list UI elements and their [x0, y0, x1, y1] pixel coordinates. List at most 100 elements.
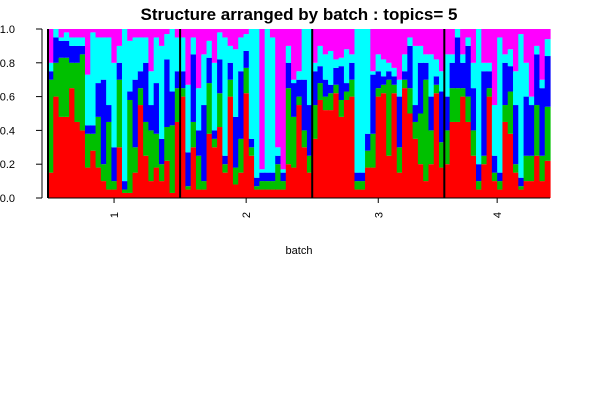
bar-segment-75-topic-2	[439, 142, 445, 168]
bar-segment-47-topic-5	[291, 29, 297, 80]
bar-segment-70-topic-2	[412, 121, 419, 139]
bar-segment-67-topic-1	[396, 172, 403, 198]
bar-segment-14-topic-5	[116, 29, 123, 46]
bar-segment-18-topic-1	[137, 105, 144, 198]
bar-segment-26-topic-5	[180, 29, 186, 38]
bar-segment-86-topic-1	[497, 189, 504, 198]
bar-segment-9-topic-2	[90, 133, 97, 151]
bar-segment-42-topic-1	[264, 189, 271, 198]
bar-segment-9-topic-1	[90, 150, 97, 198]
bar-segment-10-topic-3	[95, 83, 102, 117]
bar-segment-89-topic-2	[513, 164, 519, 173]
bar-segment-37-topic-1	[238, 172, 245, 198]
bar-segment-76-topic-2	[444, 130, 451, 165]
bar-segment-26-topic-4	[180, 37, 186, 72]
bar-segment-23-topic-5	[164, 29, 171, 35]
bar-segment-44-topic-4	[275, 147, 282, 156]
bar-segment-82-topic-2	[476, 181, 482, 190]
bar-segment-72-topic-1	[423, 181, 430, 198]
bar-segment-16-topic-3	[127, 91, 134, 100]
bar-segment-88-topic-2	[507, 91, 514, 134]
bar-segment-11-topic-1	[100, 181, 107, 198]
bar-segment-86-topic-2	[497, 181, 504, 190]
bar-segment-17-topic-3	[132, 79, 139, 148]
bar-segment-19-topic-4	[143, 37, 149, 63]
bar-segment-21-topic-5	[153, 29, 160, 38]
bar-segment-41-topic-3	[259, 172, 266, 182]
bar-segment-35-topic-4	[227, 45, 234, 63]
bar-segment-77-topic-4	[449, 54, 456, 63]
bar-segment-59-topic-3	[354, 172, 361, 182]
bar-segment-31-topic-5	[206, 29, 213, 41]
bar-segment-71-topic-4	[417, 45, 424, 63]
bar-segment-9-topic-5	[90, 29, 97, 33]
y-tick-label-4: 0.8	[0, 58, 15, 70]
bar-segment-95-topic-4	[544, 39, 551, 57]
bar-segment-57-topic-2	[343, 91, 350, 100]
bar-segment-82-topic-1	[476, 189, 482, 198]
bar-segment-5-topic-5	[69, 29, 76, 38]
bar-segment-13-topic-3	[111, 147, 118, 182]
y-tick-label-0: 0.0	[0, 193, 15, 205]
bar-segment-81-topic-2	[470, 130, 477, 156]
bar-segment-55-topic-2	[333, 84, 340, 94]
bar-segment-7-topic-1	[79, 130, 86, 198]
bar-segment-64-topic-2	[380, 84, 387, 94]
bar-segment-11-topic-4	[100, 37, 107, 80]
bar-segment-12-topic-2	[106, 121, 113, 190]
bar-segment-69-topic-1	[407, 113, 414, 198]
bar-segment-65-topic-5	[386, 29, 393, 63]
bar-segment-25-topic-5	[174, 29, 181, 38]
bar-segment-32-topic-4	[211, 62, 218, 131]
bar-segment-17-topic-5	[132, 29, 139, 38]
bar-segment-80-topic-2	[465, 96, 472, 122]
bar-segment-4-topic-4	[63, 32, 70, 41]
bar-segment-92-topic-3	[528, 105, 535, 156]
bar-segment-84-topic-5	[486, 29, 493, 63]
bar-segment-56-topic-5	[338, 29, 345, 58]
bar-segment-75-topic-1	[439, 167, 445, 198]
bar-segment-60-topic-1	[359, 189, 366, 198]
bar-segment-66-topic-4	[391, 67, 398, 77]
bar-segment-15-topic-3	[121, 181, 128, 190]
bar-segment-29-topic-2	[195, 155, 202, 190]
bar-segment-13-topic-2	[111, 181, 118, 190]
bar-segment-45-topic-2	[280, 181, 287, 190]
bar-segment-90-topic-3	[518, 177, 525, 187]
bar-segment-40-topic-1	[254, 189, 260, 198]
bar-segment-30-topic-5	[201, 29, 208, 55]
bar-segment-38-topic-2	[243, 67, 250, 94]
bar-segment-33-topic-1	[217, 127, 223, 198]
bar-segment-8-topic-4	[84, 74, 91, 126]
bar-segment-56-topic-4	[338, 57, 345, 67]
bar-segment-76-topic-1	[444, 164, 451, 198]
bar-segment-95-topic-5	[544, 29, 551, 40]
bar-segment-23-topic-4	[164, 34, 171, 60]
bar-segment-36-topic-2	[232, 167, 239, 185]
bar-segment-50-topic-2	[306, 155, 313, 173]
bar-segment-44-topic-2	[275, 164, 282, 190]
bar-segment-30-topic-4	[201, 54, 208, 106]
bar-segment-60-topic-2	[359, 181, 366, 190]
bar-segment-36-topic-4	[232, 49, 239, 117]
bar-segment-21-topic-2	[153, 133, 160, 168]
bar-segment-1-topic-1	[48, 172, 54, 198]
bar-segment-23-topic-2	[164, 127, 171, 161]
bar-segment-64-topic-1	[380, 93, 387, 198]
bar-segment-26-topic-2	[180, 88, 186, 97]
bar-segment-90-topic-2	[518, 186, 525, 190]
bar-segment-28-topic-3	[190, 54, 197, 122]
bar-segment-91-topic-2	[523, 155, 530, 182]
x-tick-label-4: 4	[492, 212, 504, 218]
bar-segment-44-topic-3	[275, 155, 282, 165]
bar-segment-15-topic-4	[121, 29, 128, 182]
bar-segment-10-topic-4	[95, 37, 102, 84]
bar-segment-1-topic-5	[48, 29, 54, 63]
bar-segment-18-topic-3	[137, 71, 144, 89]
bar-segment-32-topic-5	[211, 29, 218, 63]
bar-segment-83-topic-1	[481, 164, 488, 198]
bar-segment-84-topic-2	[486, 88, 493, 97]
bar-segment-88-topic-5	[507, 29, 514, 50]
bar-segment-50-topic-1	[306, 172, 313, 198]
bar-segment-2-topic-2	[53, 62, 60, 97]
